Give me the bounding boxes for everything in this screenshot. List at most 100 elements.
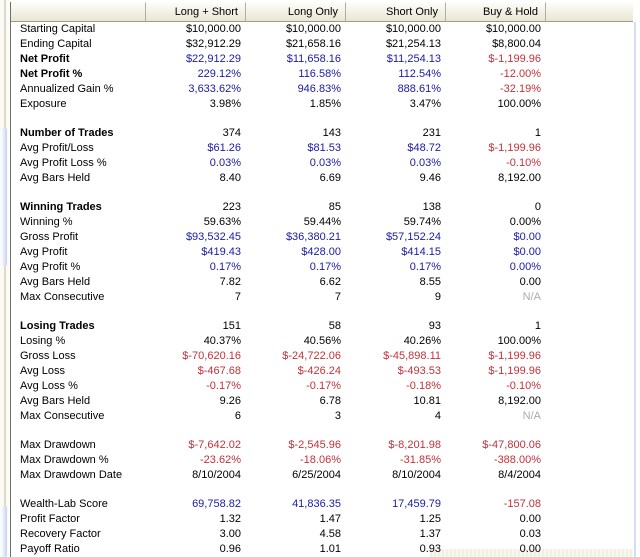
table-row: Gross Loss $-70,620.16 $-24,722.06 $-45,898… <box>11 349 633 364</box>
row-label: Avg Loss % <box>20 380 78 392</box>
table-row: Number of Trades 374 143 231 1 <box>11 126 633 141</box>
table-row: Avg Bars Held 8.40 6.69 9.46 8,192.00 <box>11 171 633 186</box>
cell-long-short: 3.00 <box>219 528 241 540</box>
cell-buy-hold: -0.10% <box>506 157 541 169</box>
table-row: Avg Profit $419.43 $428.00 $414.15 $0.00 <box>11 245 633 260</box>
cell-long-only: 6.78 <box>319 395 341 407</box>
row-label: Max Drawdown <box>20 439 96 451</box>
cell-long-only: 1.01 <box>319 543 341 555</box>
cell-buy-hold: $-1,199.96 <box>488 350 541 362</box>
table-row: Winning % 59.63% 59.44% 59.74% 0.00% <box>11 215 633 230</box>
cell-long-only: $21,658.16 <box>285 38 341 50</box>
cell-buy-hold: 100.00% <box>497 98 541 110</box>
table-row: Max Consecutive 6 3 4 N/A <box>11 409 633 424</box>
table-row: Profit Factor 1.32 1.47 1.25 0.00 <box>11 512 633 527</box>
cell-short-only: 0.03% <box>409 157 441 169</box>
row-spacer <box>11 305 633 319</box>
table-row: Max Drawdown % -23.62% -18.06% -31.85% -388.… <box>11 453 633 468</box>
column-header-long-only[interactable]: Long Only <box>246 2 346 22</box>
cell-long-short: $61.26 <box>207 142 241 154</box>
cell-buy-hold: 0 <box>534 201 541 213</box>
row-spacer <box>11 424 633 438</box>
cell-buy-hold: 0.03 <box>519 528 541 540</box>
cell-short-only: 4 <box>434 410 441 422</box>
cell-short-only: 231 <box>422 127 441 139</box>
scrollbar-thumb-bottom[interactable] <box>1 506 7 557</box>
row-label: Exposure <box>20 98 67 110</box>
table-header: Long + Short Long Only Short Only Buy & Hol… <box>11 2 633 22</box>
cell-long-short: 374 <box>222 127 241 139</box>
cell-short-only: 9 <box>434 291 441 303</box>
cell-long-short: 69,758.82 <box>192 498 241 510</box>
cell-short-only: $57,152.24 <box>385 231 441 243</box>
row-label: Profit Factor <box>20 513 80 525</box>
row-label: Avg Profit <box>20 246 68 258</box>
cell-buy-hold: 0.00 <box>519 276 541 288</box>
cell-short-only: 93 <box>428 320 441 332</box>
row-label: Gross Loss <box>20 350 76 362</box>
table-row: Avg Loss % -0.17% -0.17% -0.18% -0.10% <box>11 379 633 394</box>
cell-buy-hold: 1 <box>534 320 541 332</box>
column-header-short-only[interactable]: Short Only <box>346 2 446 22</box>
table-row: Avg Profit Loss % 0.03% 0.03% 0.03% -0.10% <box>11 156 633 171</box>
cell-long-only: $11,658.16 <box>286 53 341 65</box>
column-header-buy-hold[interactable]: Buy & Hold <box>446 2 546 22</box>
cell-buy-hold: 8,192.00 <box>498 172 541 184</box>
cell-long-only: 0.03% <box>309 157 341 169</box>
cell-long-only: 0.17% <box>309 261 341 273</box>
cell-long-only: 946.83% <box>297 83 341 95</box>
cell-long-only: 116.58% <box>298 68 341 80</box>
cell-long-only: $428.00 <box>301 246 341 258</box>
cell-long-short: 59.63% <box>203 216 241 228</box>
cell-short-only: 1.25 <box>419 513 441 525</box>
cell-buy-hold: $0.00 <box>513 246 541 258</box>
cell-long-only: $36,380.21 <box>285 231 341 243</box>
row-label: Gross Profit <box>20 231 79 243</box>
cell-short-only: -0.18% <box>406 380 441 392</box>
row-label: Avg Profit/Loss <box>20 142 94 154</box>
row-spacer <box>11 186 633 200</box>
cell-long-only: $-24,722.06 <box>282 350 341 362</box>
row-label: Avg Bars Held <box>20 395 91 407</box>
cell-buy-hold: $0.00 <box>513 231 541 243</box>
table-row: Winning Trades 223 85 138 0 <box>11 200 633 215</box>
cell-long-short: 3.98% <box>209 98 241 110</box>
cell-short-only: $10,000.00 <box>385 23 441 35</box>
row-label: Avg Bars Held <box>20 276 91 288</box>
cell-buy-hold: -157.08 <box>503 498 541 510</box>
left-edge-divider <box>4 0 6 557</box>
column-header-long-short[interactable]: Long + Short <box>146 2 246 22</box>
table-row: Avg Profit/Loss $61.26 $81.53 $48.72 $-1,199… <box>11 141 633 156</box>
cell-short-only: $21,254.13 <box>385 38 441 50</box>
cell-long-short: 40.37% <box>203 335 241 347</box>
cell-short-only: 0.93 <box>419 543 441 555</box>
cell-short-only: 59.74% <box>403 216 441 228</box>
row-label: Payoff Ratio <box>20 543 80 555</box>
cell-buy-hold: 0.00 <box>519 513 541 525</box>
cell-short-only: 17,459.79 <box>392 498 441 510</box>
row-label: Losing % <box>20 335 66 347</box>
cell-long-only: 41,836.35 <box>292 498 341 510</box>
section-row-label: Winning Trades <box>20 201 102 213</box>
cell-long-only: 6/25/2004 <box>292 469 341 481</box>
cell-long-short: $-70,620.16 <box>182 350 241 362</box>
row-label: Max Consecutive <box>20 291 105 303</box>
row-label: Starting Capital <box>20 23 96 35</box>
cell-long-only: 40.56% <box>303 335 341 347</box>
table-row: Max Consecutive 7 7 9 N/A <box>11 290 633 305</box>
row-label: Avg Bars Held <box>20 172 91 184</box>
cell-long-only: 143 <box>322 127 341 139</box>
row-label: Winning % <box>20 216 73 228</box>
cell-short-only: $-8,201.98 <box>388 439 441 451</box>
cell-long-short: $-467.68 <box>197 365 241 377</box>
scrollbar-thumb[interactable] <box>1 128 7 266</box>
cell-long-short: $10,000.00 <box>185 23 241 35</box>
cell-buy-hold: $-1,199.96 <box>488 53 541 65</box>
cell-buy-hold: $-1,199.96 <box>488 142 541 154</box>
cell-short-only: 3.47% <box>409 98 441 110</box>
table-row: Net Profit $22,912.29 $11,658.16 $11,254.13… <box>11 52 633 67</box>
table-row: Avg Bars Held 7.82 6.62 8.55 0.00 <box>11 275 633 290</box>
cell-long-short: 9.26 <box>219 395 241 407</box>
cell-long-short: $93,532.45 <box>185 231 241 243</box>
table-row: Exposure 3.98% 1.85% 3.47% 100.00% <box>11 97 633 112</box>
